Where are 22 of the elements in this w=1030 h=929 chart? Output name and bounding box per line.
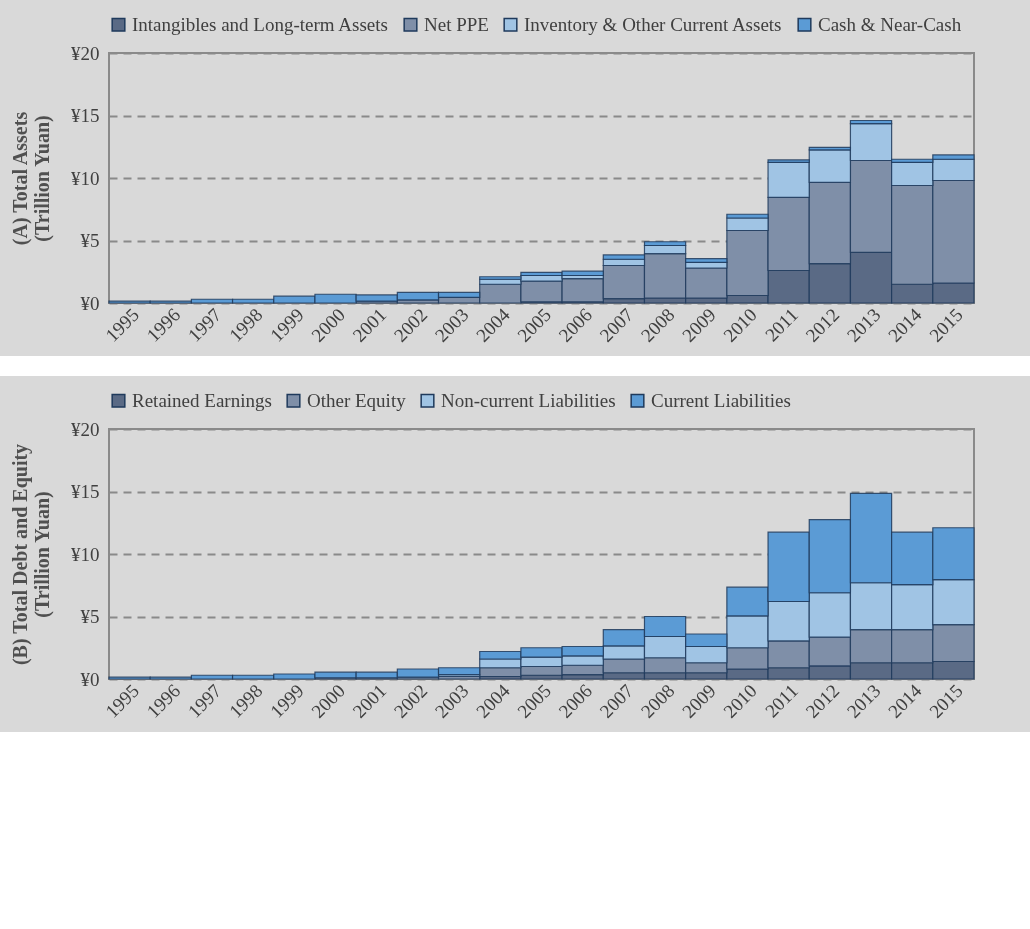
legend-label: Current Liabilities	[651, 389, 791, 411]
y-tick-label: ¥15	[71, 105, 100, 126]
y-tick-label: ¥0	[80, 668, 100, 690]
legend-label: Non-current Liabilities	[441, 389, 616, 411]
legend-label: Cash & Near-Cash	[818, 13, 962, 35]
y-tick-label: ¥5	[80, 230, 100, 251]
y-tick-label: ¥0	[80, 292, 100, 314]
y-tick-label: ¥10	[71, 543, 100, 565]
y-tick-label: ¥10	[71, 167, 100, 189]
legend-label: Inventory & Other Current Assets	[524, 13, 782, 35]
x-tick-label: 2011	[760, 680, 803, 722]
legend-label: Retained Earnings	[132, 389, 272, 411]
y-tick-label: ¥20	[71, 418, 100, 440]
y-axis-title: (B) Total Debt and Equity (Trillion Yuan)	[9, 443, 54, 666]
y-axis-title: (A) Total Assets (Trillion Yuan)	[9, 111, 54, 246]
legend-label: Net PPE	[424, 13, 489, 35]
x-tick-label: 2011	[760, 304, 803, 346]
legend-label: Intangibles and Long-term Assets	[132, 13, 388, 35]
y-tick-label: ¥5	[80, 606, 100, 627]
y-tick-label: ¥20	[71, 42, 100, 64]
y-tick-label: ¥15	[71, 481, 100, 502]
legend-label: Other Equity	[307, 389, 407, 411]
